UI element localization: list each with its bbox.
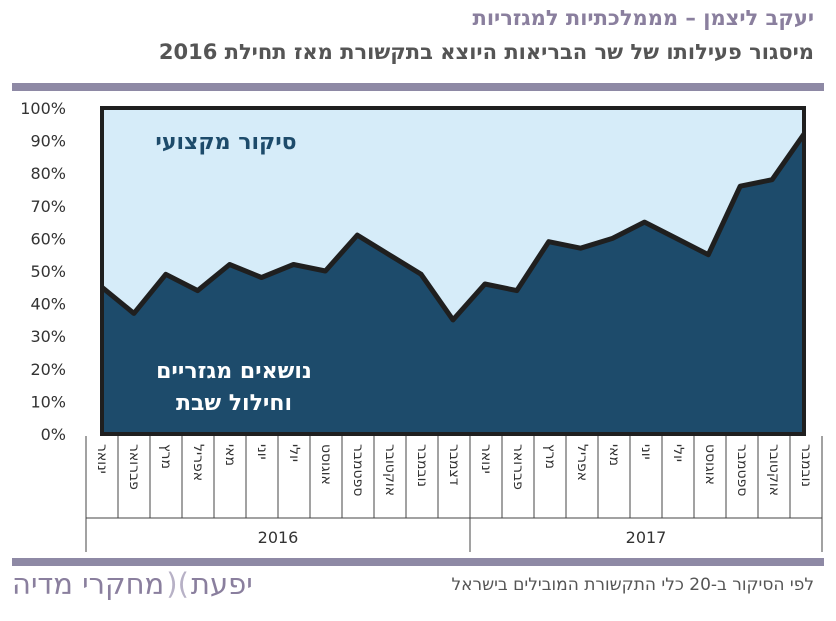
y-tick-label: 50% bbox=[30, 262, 66, 281]
x-tick-label: אוגוסט bbox=[702, 444, 718, 485]
data-point-12 bbox=[482, 282, 487, 287]
source-footnote: לפי הסיקור ב-20 כלי התקשורת המובילים ביש… bbox=[451, 575, 814, 595]
x-tick-label: יוני bbox=[254, 444, 270, 460]
x-tick-label: אוגוסט bbox=[318, 444, 334, 485]
plot-frame bbox=[100, 106, 806, 436]
bottom-divider bbox=[12, 558, 824, 566]
data-point-3 bbox=[195, 288, 200, 293]
x-tick-label: יולי bbox=[286, 444, 302, 462]
data-point-2 bbox=[163, 272, 168, 277]
x-tick-label: פברואר bbox=[510, 444, 526, 490]
data-point-14 bbox=[546, 239, 551, 244]
y-tick-label: 70% bbox=[30, 197, 66, 216]
series-label-sectoral: נושאים מגזריים bbox=[156, 359, 312, 384]
data-point-11 bbox=[451, 317, 456, 322]
x-tick-label: מאי bbox=[222, 444, 238, 466]
y-tick-label: 20% bbox=[30, 360, 66, 379]
data-point-17 bbox=[642, 220, 647, 225]
y-tick-label: 90% bbox=[30, 132, 66, 151]
year-label: 2016 bbox=[258, 528, 299, 547]
data-point-16 bbox=[610, 236, 615, 241]
x-tick-label: נובמבר bbox=[798, 444, 814, 487]
data-point-13 bbox=[514, 288, 519, 293]
x-tick-label: יוני bbox=[638, 444, 654, 460]
series-boundary-line bbox=[100, 132, 807, 323]
x-tick-label: אפריל bbox=[190, 444, 206, 481]
area-sectoral-topics bbox=[102, 134, 804, 434]
x-tick-label: אוקטובר bbox=[382, 444, 398, 496]
x-tick-label: ספטמבר bbox=[350, 444, 366, 496]
y-tick-label: 10% bbox=[30, 392, 66, 411]
data-point-19 bbox=[706, 252, 711, 257]
series-label-professional: סיקור מקצועי bbox=[155, 130, 296, 155]
data-point-15 bbox=[578, 246, 583, 251]
series-label-sectoral: וחילול שבת bbox=[176, 391, 292, 416]
data-point-5 bbox=[259, 275, 264, 280]
logo-mark-icon: )( bbox=[166, 567, 189, 601]
x-tick-label: ינואר bbox=[94, 444, 110, 474]
brand-logo: יפעת)(מחקרי מדיה bbox=[12, 567, 253, 601]
x-tick-label: מאי bbox=[606, 444, 622, 466]
y-tick-label: 100% bbox=[20, 99, 66, 118]
data-point-9 bbox=[387, 252, 392, 257]
y-tick-label: 30% bbox=[30, 327, 66, 346]
y-tick-label: 60% bbox=[30, 229, 66, 248]
data-point-8 bbox=[355, 233, 360, 238]
x-tick-label: אפריל bbox=[574, 444, 590, 481]
x-tick-label: מרץ bbox=[158, 444, 174, 469]
data-point-7 bbox=[323, 269, 328, 274]
data-point-18 bbox=[674, 236, 679, 241]
logo-word-left: יפעת bbox=[190, 567, 253, 601]
data-point-6 bbox=[291, 262, 296, 267]
x-tick-label: ספטמבר bbox=[734, 444, 750, 496]
logo-word-right: מחקרי מדיה bbox=[12, 567, 165, 601]
top-divider bbox=[12, 83, 824, 91]
x-tick-label: יולי bbox=[670, 444, 686, 462]
page-subtitle: מיסגור פעילותו של שר הבריאות היוצא בתקשו… bbox=[158, 40, 814, 64]
y-tick-label: 0% bbox=[41, 425, 66, 444]
y-tick-label: 80% bbox=[30, 164, 66, 183]
x-tick-label: ינואר bbox=[478, 444, 494, 474]
data-point-1 bbox=[131, 311, 136, 316]
x-tick-label: מרץ bbox=[542, 444, 558, 469]
data-point-20 bbox=[738, 184, 743, 189]
page-title: יעקב ליצמן – מממלכתיות למגזריות bbox=[472, 6, 814, 30]
x-tick-label: פברואר bbox=[126, 444, 142, 490]
data-point-4 bbox=[227, 262, 232, 267]
data-point-10 bbox=[419, 272, 424, 277]
y-tick-label: 40% bbox=[30, 295, 66, 314]
data-point-21 bbox=[770, 177, 775, 182]
year-label: 2017 bbox=[626, 528, 667, 547]
x-tick-label: אוקטובר bbox=[766, 444, 782, 496]
x-tick-label: דצמבר bbox=[446, 444, 462, 486]
x-tick-label: נובמבר bbox=[414, 444, 430, 487]
